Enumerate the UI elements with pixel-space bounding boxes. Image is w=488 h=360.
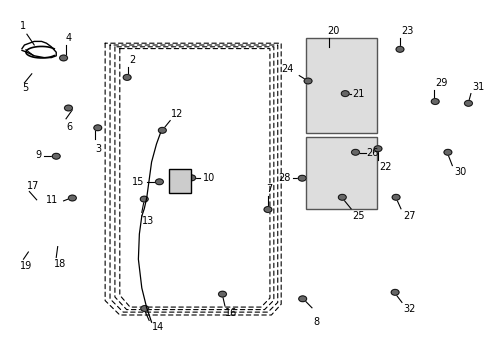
Circle shape — [464, 100, 471, 106]
Circle shape — [373, 146, 381, 152]
Circle shape — [158, 127, 166, 133]
Text: 20: 20 — [327, 26, 339, 36]
Text: 4: 4 — [66, 33, 72, 43]
Text: 10: 10 — [203, 173, 215, 183]
Circle shape — [341, 91, 348, 96]
Text: 24: 24 — [281, 64, 293, 74]
Text: 28: 28 — [278, 173, 290, 183]
Bar — [305, 38, 376, 133]
Circle shape — [155, 179, 163, 185]
Text: 17: 17 — [27, 181, 39, 191]
Circle shape — [218, 291, 226, 297]
Text: 22: 22 — [378, 162, 391, 172]
Circle shape — [430, 99, 438, 104]
Circle shape — [68, 195, 76, 201]
Bar — [305, 137, 376, 209]
Text: 30: 30 — [454, 167, 466, 177]
Text: 23: 23 — [400, 26, 412, 36]
Text: 25: 25 — [351, 211, 364, 221]
Text: 27: 27 — [403, 211, 415, 221]
Circle shape — [264, 207, 271, 212]
Bar — [168, 169, 190, 193]
Text: 11: 11 — [46, 195, 59, 205]
Circle shape — [304, 78, 311, 84]
Circle shape — [298, 175, 305, 181]
Circle shape — [351, 149, 359, 155]
Text: 1: 1 — [20, 21, 26, 31]
Text: 16: 16 — [224, 308, 237, 318]
Text: 13: 13 — [142, 216, 154, 226]
Text: 9: 9 — [35, 150, 41, 160]
Text: 31: 31 — [471, 82, 483, 92]
Circle shape — [298, 296, 306, 302]
Circle shape — [390, 289, 398, 295]
Text: 26: 26 — [366, 148, 378, 158]
Text: 8: 8 — [312, 317, 319, 327]
Circle shape — [60, 55, 67, 61]
Text: 32: 32 — [403, 304, 415, 314]
Circle shape — [443, 149, 451, 155]
Text: 5: 5 — [22, 83, 28, 93]
Circle shape — [338, 194, 346, 200]
Text: 15: 15 — [132, 177, 144, 187]
Circle shape — [52, 153, 60, 159]
Text: 7: 7 — [266, 184, 272, 194]
Circle shape — [123, 75, 131, 80]
Circle shape — [395, 46, 403, 52]
Text: 21: 21 — [351, 89, 364, 99]
Text: 3: 3 — [95, 144, 102, 154]
Circle shape — [94, 125, 102, 131]
Circle shape — [64, 105, 72, 111]
Text: 6: 6 — [66, 122, 72, 132]
Circle shape — [187, 175, 195, 181]
Circle shape — [391, 194, 399, 200]
Text: 29: 29 — [434, 78, 447, 88]
Circle shape — [141, 306, 148, 311]
Text: 12: 12 — [171, 109, 183, 119]
Text: 14: 14 — [151, 322, 163, 332]
Text: 2: 2 — [129, 55, 136, 65]
Text: 18: 18 — [54, 259, 66, 269]
Text: 19: 19 — [20, 261, 32, 271]
Circle shape — [140, 196, 148, 202]
